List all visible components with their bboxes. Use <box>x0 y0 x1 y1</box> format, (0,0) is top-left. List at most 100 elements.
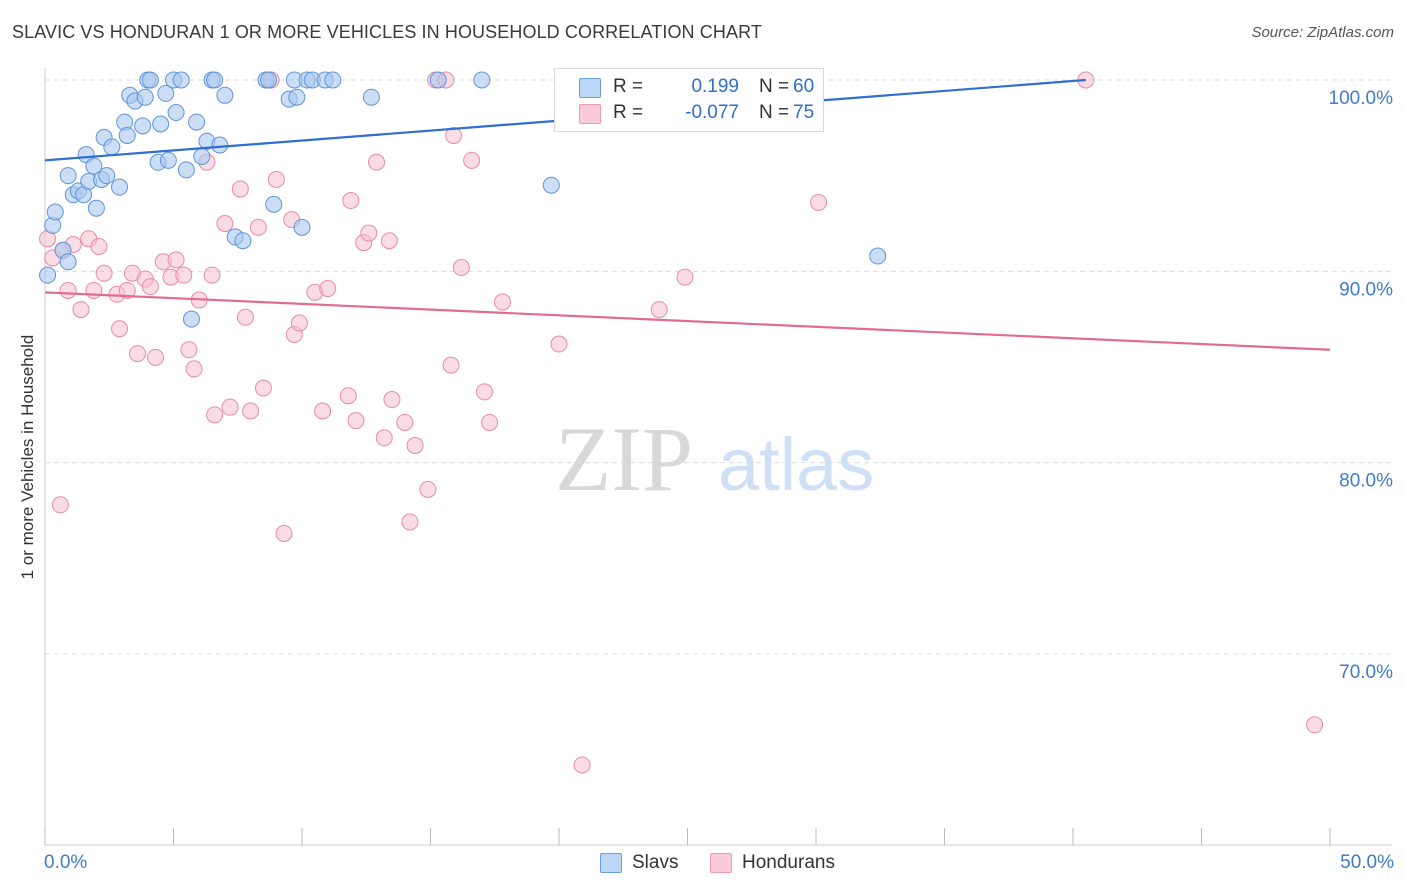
watermark-atlas: atlas <box>718 423 874 506</box>
slav-point <box>159 151 177 169</box>
slavs-points <box>39 71 887 328</box>
slav-point <box>177 161 195 179</box>
honduran-point <box>650 301 668 319</box>
legend-hondurans-r: -0.077 <box>685 102 739 123</box>
honduran-point <box>221 398 239 416</box>
slav-point <box>85 157 103 175</box>
hondurans-points <box>39 71 1324 774</box>
chart-title: SLAVIC VS HONDURAN 1 OR MORE VEHICLES IN… <box>12 22 762 42</box>
honduran-point <box>573 756 591 774</box>
honduran-point <box>419 480 437 498</box>
slav-point <box>87 199 105 217</box>
slav-point <box>293 218 311 236</box>
hondurans-swatch <box>579 104 601 124</box>
honduran-point <box>290 314 308 332</box>
honduran-point <box>180 341 198 359</box>
honduran-point <box>396 413 414 431</box>
y-tick-label: 100.0% <box>1329 88 1394 109</box>
slav-point <box>59 167 77 185</box>
slav-point <box>182 310 200 328</box>
slav-point <box>288 88 306 106</box>
legend-slavs-n: 60 <box>793 76 815 97</box>
correlation-legend: R = 0.199 N = 60 R = -0.077 N = 75 <box>554 68 824 132</box>
slav-point <box>260 71 278 89</box>
y-tick-label: 90.0% <box>1339 279 1393 300</box>
y-axis-title: 1 or more Vehicles in Household <box>18 334 37 580</box>
honduran-point <box>72 301 90 319</box>
honduran-point <box>231 180 249 198</box>
honduran-point <box>475 383 493 401</box>
honduran-point <box>810 193 828 211</box>
honduran-point <box>175 266 193 284</box>
slav-point <box>59 253 77 271</box>
honduran-point <box>203 266 221 284</box>
slav-point <box>869 247 887 265</box>
honduran-point <box>216 215 234 232</box>
honduran-point <box>452 259 470 277</box>
slav-point <box>141 71 159 89</box>
honduran-point <box>339 387 357 405</box>
slav-point <box>111 178 129 196</box>
honduran-point <box>275 524 293 542</box>
honduran-point <box>90 237 108 255</box>
honduran-point <box>59 281 77 299</box>
honduran-point <box>406 436 424 454</box>
honduran-point <box>206 406 224 424</box>
honduran-point <box>383 391 401 409</box>
honduran-point <box>676 268 694 286</box>
slav-point <box>206 71 224 89</box>
honduran-point <box>129 345 147 363</box>
honduran-point <box>380 232 398 250</box>
honduran-point <box>314 402 332 420</box>
legend-slavs-r: 0.199 <box>691 76 739 97</box>
honduran-point <box>375 429 393 447</box>
watermark: ZIP atlas <box>555 408 874 510</box>
slavs-swatch <box>579 78 601 98</box>
slav-point <box>152 115 170 133</box>
honduran-point <box>360 224 378 242</box>
slav-point <box>167 104 185 122</box>
slavs-legend-label: Slavs <box>632 852 679 873</box>
legend-r-label: R = <box>613 76 644 97</box>
honduran-point <box>550 335 568 353</box>
honduran-point <box>95 264 113 282</box>
honduran-point <box>442 356 460 374</box>
slav-point <box>473 71 491 89</box>
slav-point <box>103 138 121 156</box>
slav-point <box>188 113 206 131</box>
slav-point <box>234 232 252 250</box>
slav-point <box>136 88 154 106</box>
honduran-point <box>242 402 260 420</box>
slav-point <box>211 136 229 154</box>
honduran-point <box>254 379 272 397</box>
honduran-point <box>493 293 511 311</box>
slav-point <box>46 203 64 221</box>
honduran-point <box>249 218 267 236</box>
y-tick-label: 70.0% <box>1339 662 1393 683</box>
honduran-point <box>236 308 254 326</box>
honduran-point <box>342 192 360 210</box>
honduran-point <box>1306 716 1324 734</box>
slav-point <box>324 71 342 89</box>
slav-point <box>172 71 190 89</box>
legend-n-label: N = <box>759 102 790 123</box>
legend-r-label: R = <box>613 102 644 123</box>
grid-lines <box>45 79 1392 655</box>
honduran-point <box>445 126 463 144</box>
slav-point <box>98 167 116 185</box>
hondurans-legend-swatch <box>710 853 732 873</box>
honduran-point <box>51 496 69 514</box>
honduran-point <box>167 251 185 269</box>
slav-point <box>193 148 211 166</box>
x-tick-max: 50.0% <box>1340 852 1394 873</box>
source-label: Source: ZipAtlas.com <box>1251 24 1394 41</box>
hondurans-legend-label: Hondurans <box>742 852 835 873</box>
y-tick-labels: 70.0% 80.0% 90.0% 100.0% <box>1329 88 1394 683</box>
honduran-point <box>267 170 285 188</box>
slav-point <box>265 195 283 213</box>
honduran-point <box>319 280 337 298</box>
slav-point <box>429 71 447 89</box>
honduran-point <box>401 513 419 531</box>
slav-point <box>542 176 560 194</box>
